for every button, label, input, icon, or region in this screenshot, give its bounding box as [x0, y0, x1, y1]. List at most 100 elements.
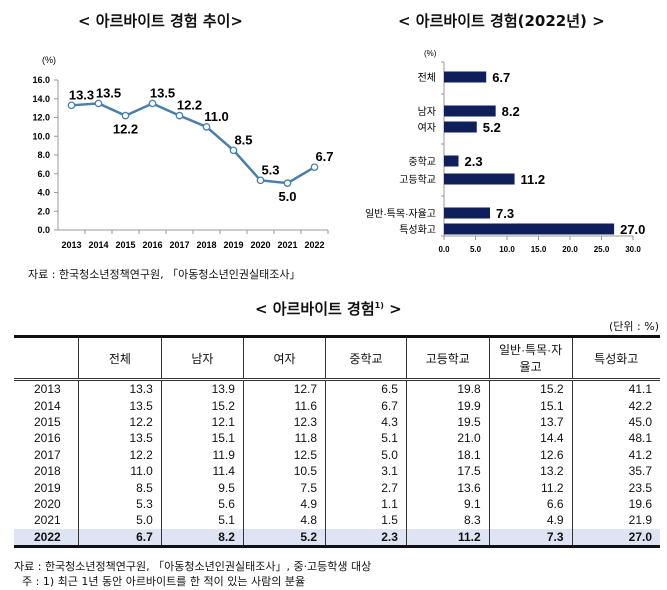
table-cell: 12.2 — [78, 446, 162, 463]
category-label: 특성화고 — [399, 224, 436, 236]
data-point — [121, 111, 130, 120]
column-header: 고등학교 — [405, 336, 490, 380]
table-cell: 13.6 — [405, 479, 490, 496]
table-cell: 4.9 — [242, 495, 326, 513]
x-tick-label: 2014 — [88, 240, 108, 250]
table-row: 2022 6.7 8.2 5.2 2.3 11.2 7.3 27.0 — [14, 528, 660, 547]
table-cell: 14.4 — [488, 430, 572, 447]
category-label: 여자 — [418, 122, 436, 134]
data-table: 전체 남자 여자 중학교 고등학교 일반·특목·자율고 특성화고 2013 13.3 13.9 1… — [14, 335, 660, 548]
table-cell: 12.2 — [78, 413, 162, 431]
table-cell: 17.5 — [405, 462, 490, 480]
chart-source: 자료 : 한국청소년정책연구원, 「아동청소년인권실태조사」 — [28, 268, 301, 281]
series-line — [71, 102, 316, 185]
table-cell: 42.2 — [571, 397, 660, 414]
row-year: 2016 — [34, 431, 61, 446]
table-cell: 6.5 — [325, 379, 407, 398]
bar-chart: (%) 0.0 5.0 10.0 15.0 20.0 25.0 30.0 전체 6.7 남자 8.2 여… — [365, 49, 645, 254]
table-cell: 5.0 — [78, 512, 162, 529]
table-cell: 10.5 — [242, 462, 326, 480]
data-label: 12.2 — [177, 98, 202, 113]
table-cell: 4.9 — [488, 512, 572, 529]
table-row: 2015 12.2 12.1 12.3 4.3 19.5 13.7 45.0 — [14, 413, 660, 431]
table-cell: 5.6 — [160, 495, 244, 513]
row-year: 2021 — [34, 513, 61, 528]
data-point — [310, 163, 319, 172]
table-cell: 5.0 — [325, 446, 407, 463]
row-year: 2020 — [34, 496, 61, 511]
table-row: 2018 11.0 11.4 10.5 3.1 17.5 13.2 35.7 — [14, 462, 660, 480]
table-cell: 11.6 — [242, 397, 326, 414]
x-tick-label: 10.0 — [499, 245, 515, 254]
x-tick-label: 2022 — [304, 240, 324, 250]
category-label: 일반·특목·자율고 — [365, 208, 436, 220]
y-tick-label: 6.0 — [37, 169, 50, 179]
category-label: 중학교 — [408, 156, 436, 168]
category-label: 전체 — [418, 72, 436, 84]
x-tick-label: 2017 — [169, 240, 189, 250]
table-cell: 11.0 — [78, 462, 162, 480]
table-cell: 2.3 — [325, 528, 407, 547]
data-label: 13.3 — [69, 87, 94, 102]
table-cell: 27.0 — [571, 528, 660, 547]
data-point — [148, 99, 157, 108]
bar — [444, 105, 496, 117]
data-point — [229, 146, 238, 155]
x-axis-unit: (%) — [424, 49, 437, 58]
table-cell: 5.2 — [242, 528, 326, 547]
data-point — [94, 99, 103, 108]
table-cell: 6.7 — [78, 528, 162, 547]
table-row: 2014 13.5 15.2 11.6 6.7 19.9 15.1 42.2 — [14, 397, 660, 414]
table-title-text: < 아르바이트 경험 — [255, 300, 375, 318]
column-header: 특성화고 — [571, 336, 660, 380]
bar — [444, 173, 515, 185]
table-cell: 4.3 — [325, 413, 407, 431]
bar — [444, 223, 615, 235]
table-cell: 19.8 — [405, 379, 490, 398]
table-cell: 5.1 — [160, 512, 244, 529]
data-point — [175, 111, 184, 120]
table-row: 2021 5.0 5.1 4.8 1.5 8.3 4.9 21.9 — [14, 512, 660, 529]
table-cell: 11.4 — [160, 462, 244, 480]
table-cell: 12.5 — [242, 446, 326, 463]
row-year: 2017 — [34, 447, 61, 462]
y-tick-label: 12.0 — [32, 113, 50, 123]
table-cell: 4.8 — [242, 512, 326, 529]
table-cell: 13.7 — [488, 413, 572, 431]
table-cell: 19.9 — [405, 397, 490, 414]
table-cell: 48.1 — [571, 430, 660, 447]
row-year: 2022 — [14, 528, 79, 547]
data-label: 6.7 — [492, 70, 510, 85]
table-cell: 1.1 — [325, 495, 407, 513]
data-label: 12.2 — [113, 122, 138, 137]
table-cell: 35.7 — [571, 462, 660, 480]
column-header: 여자 — [242, 336, 326, 380]
bar — [444, 155, 459, 167]
table-cell: 23.5 — [571, 479, 660, 496]
table-cell: 11.2 — [488, 479, 572, 496]
table-cell: 5.3 — [78, 495, 162, 513]
row-year: 2019 — [34, 480, 61, 495]
table-cell: 5.1 — [325, 430, 407, 447]
table-cell: 2.7 — [325, 479, 407, 496]
y-tick-label: 10.0 — [32, 131, 50, 141]
table-cell: 13.5 — [78, 430, 162, 447]
row-year: 2013 — [34, 382, 61, 397]
x-tick-label: 25.0 — [594, 245, 610, 254]
data-label: 8.5 — [234, 132, 252, 147]
y-tick-label: 14.0 — [32, 94, 50, 104]
table-source: 자료 : 한국청소년정책연구원, 「아동청소년인권실태조사」, 중·고등학생 대… — [14, 560, 372, 573]
row-year: 2014 — [34, 398, 61, 413]
data-point — [202, 123, 211, 131]
line-chart: (%) 0.0 2.0 4.0 6.0 8.0 10.0 12.0 14.0 16.0 2013 20… — [32, 55, 333, 250]
data-label: 27.0 — [620, 222, 645, 237]
x-tick-label: 2015 — [115, 240, 135, 250]
row-year: 2018 — [34, 464, 61, 479]
table-cell: 12.6 — [488, 446, 572, 463]
column-header: 남자 — [160, 336, 244, 380]
category-label: 고등학교 — [399, 174, 436, 186]
table-row: 2013 13.3 13.9 12.7 6.5 19.8 15.2 41.1 — [14, 379, 660, 398]
x-tick-label: 0.0 — [438, 245, 450, 254]
table-row: 2020 5.3 5.6 4.9 1.1 9.1 6.6 19.6 — [14, 495, 660, 513]
unit-label: (단위 : %) — [609, 320, 659, 333]
